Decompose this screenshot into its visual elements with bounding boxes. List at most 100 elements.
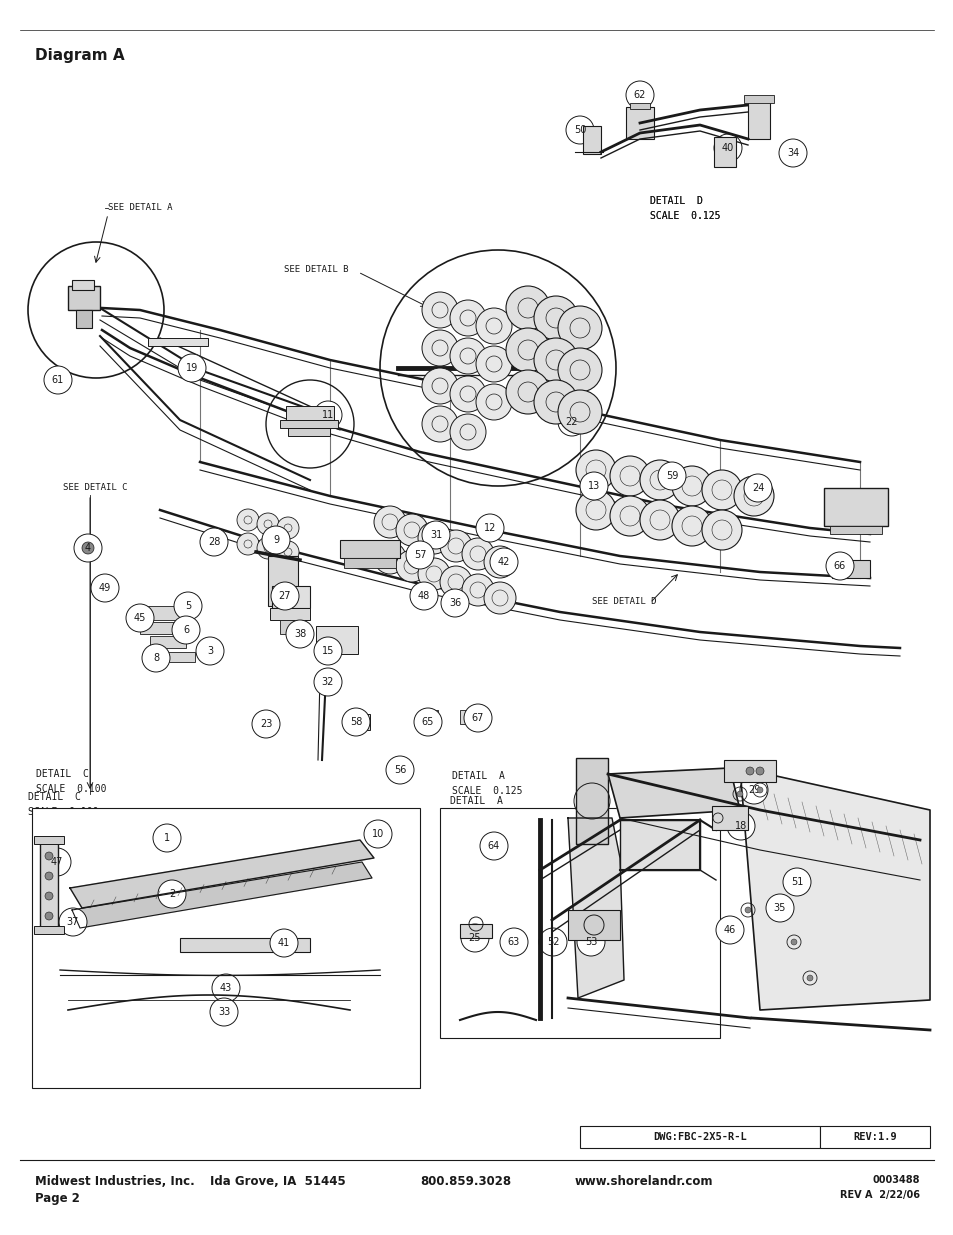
- Text: 61: 61: [51, 375, 64, 385]
- Text: 50: 50: [573, 125, 585, 135]
- Circle shape: [256, 537, 278, 559]
- Bar: [34, 926, 64, 934]
- Bar: [348, 714, 370, 730]
- Text: 56: 56: [394, 764, 406, 776]
- Circle shape: [476, 384, 512, 420]
- Circle shape: [782, 868, 810, 897]
- Circle shape: [733, 475, 773, 516]
- Bar: [619, 820, 700, 869]
- Circle shape: [173, 592, 202, 620]
- Circle shape: [740, 776, 767, 804]
- Text: REV A  2/22/06: REV A 2/22/06: [840, 1191, 919, 1200]
- Text: 11: 11: [321, 410, 334, 420]
- Circle shape: [576, 490, 616, 530]
- Circle shape: [505, 287, 550, 330]
- Circle shape: [195, 637, 224, 664]
- Bar: [339, 540, 399, 558]
- Text: 28: 28: [208, 537, 220, 547]
- Text: 0003488: 0003488: [872, 1174, 919, 1186]
- Text: 10: 10: [372, 829, 384, 839]
- Bar: [165, 652, 194, 662]
- Bar: [272, 585, 310, 608]
- Text: 24: 24: [751, 483, 763, 493]
- Bar: [576, 758, 607, 844]
- Text: 64: 64: [487, 841, 499, 851]
- Bar: [459, 924, 492, 939]
- Circle shape: [212, 974, 240, 1002]
- Circle shape: [534, 338, 578, 382]
- Circle shape: [59, 908, 87, 936]
- Text: 42: 42: [497, 557, 510, 567]
- Circle shape: [701, 471, 741, 510]
- Circle shape: [460, 924, 489, 952]
- Circle shape: [671, 506, 711, 546]
- Text: 22: 22: [565, 417, 578, 427]
- Text: 3: 3: [207, 646, 213, 656]
- Circle shape: [158, 881, 186, 908]
- Circle shape: [757, 787, 762, 793]
- Circle shape: [178, 354, 206, 382]
- Bar: [567, 910, 619, 940]
- Circle shape: [577, 927, 604, 956]
- Circle shape: [440, 589, 469, 618]
- Circle shape: [463, 704, 492, 732]
- Circle shape: [44, 366, 71, 394]
- Circle shape: [421, 291, 457, 329]
- Circle shape: [262, 526, 290, 555]
- Text: DETAIL  C
SCALE  0.100: DETAIL C SCALE 0.100: [36, 769, 107, 794]
- Text: 5: 5: [185, 601, 191, 611]
- Bar: [272, 606, 294, 614]
- Circle shape: [565, 116, 594, 144]
- Circle shape: [538, 927, 566, 956]
- Circle shape: [374, 506, 406, 538]
- Circle shape: [395, 514, 428, 546]
- Circle shape: [406, 541, 434, 569]
- Bar: [743, 95, 773, 103]
- Bar: [713, 137, 735, 167]
- Text: DETAIL  D
SCALE  0.125: DETAIL D SCALE 0.125: [649, 196, 720, 221]
- Text: 36: 36: [449, 598, 460, 608]
- Circle shape: [45, 852, 53, 860]
- Text: 57: 57: [414, 550, 426, 559]
- Text: 8: 8: [152, 653, 159, 663]
- Text: 31: 31: [430, 530, 441, 540]
- Bar: [136, 606, 186, 620]
- Circle shape: [271, 582, 298, 610]
- Bar: [829, 526, 882, 534]
- Circle shape: [558, 306, 601, 350]
- Text: Ida Grove, IA  51445: Ida Grove, IA 51445: [210, 1174, 345, 1188]
- Circle shape: [74, 534, 102, 562]
- Circle shape: [236, 534, 258, 555]
- Text: DETAIL  A
SCALE  0.125: DETAIL A SCALE 0.125: [452, 771, 522, 797]
- Circle shape: [461, 538, 494, 571]
- Bar: [820, 1126, 929, 1149]
- Bar: [286, 406, 334, 420]
- Bar: [280, 620, 297, 634]
- Bar: [68, 287, 100, 310]
- Text: 19: 19: [186, 363, 198, 373]
- Circle shape: [374, 542, 406, 574]
- Polygon shape: [567, 818, 623, 998]
- Text: 47: 47: [51, 857, 63, 867]
- Text: Midwest Industries, Inc.: Midwest Industries, Inc.: [35, 1174, 194, 1188]
- Bar: [747, 101, 769, 140]
- Circle shape: [421, 368, 457, 404]
- Circle shape: [476, 514, 503, 542]
- Text: 23: 23: [259, 719, 272, 729]
- Bar: [315, 626, 357, 655]
- Circle shape: [276, 541, 298, 563]
- Circle shape: [745, 767, 753, 776]
- Circle shape: [499, 927, 527, 956]
- Circle shape: [450, 338, 485, 374]
- Bar: [148, 338, 208, 346]
- Text: 1: 1: [164, 832, 170, 844]
- Text: 67: 67: [472, 713, 484, 722]
- Bar: [582, 126, 600, 154]
- Text: 15: 15: [321, 646, 334, 656]
- Text: DETAIL  D
SCALE  0.125: DETAIL D SCALE 0.125: [649, 196, 720, 221]
- Circle shape: [252, 710, 280, 739]
- Circle shape: [806, 974, 812, 981]
- Circle shape: [450, 300, 485, 336]
- Bar: [288, 429, 330, 436]
- Circle shape: [765, 894, 793, 923]
